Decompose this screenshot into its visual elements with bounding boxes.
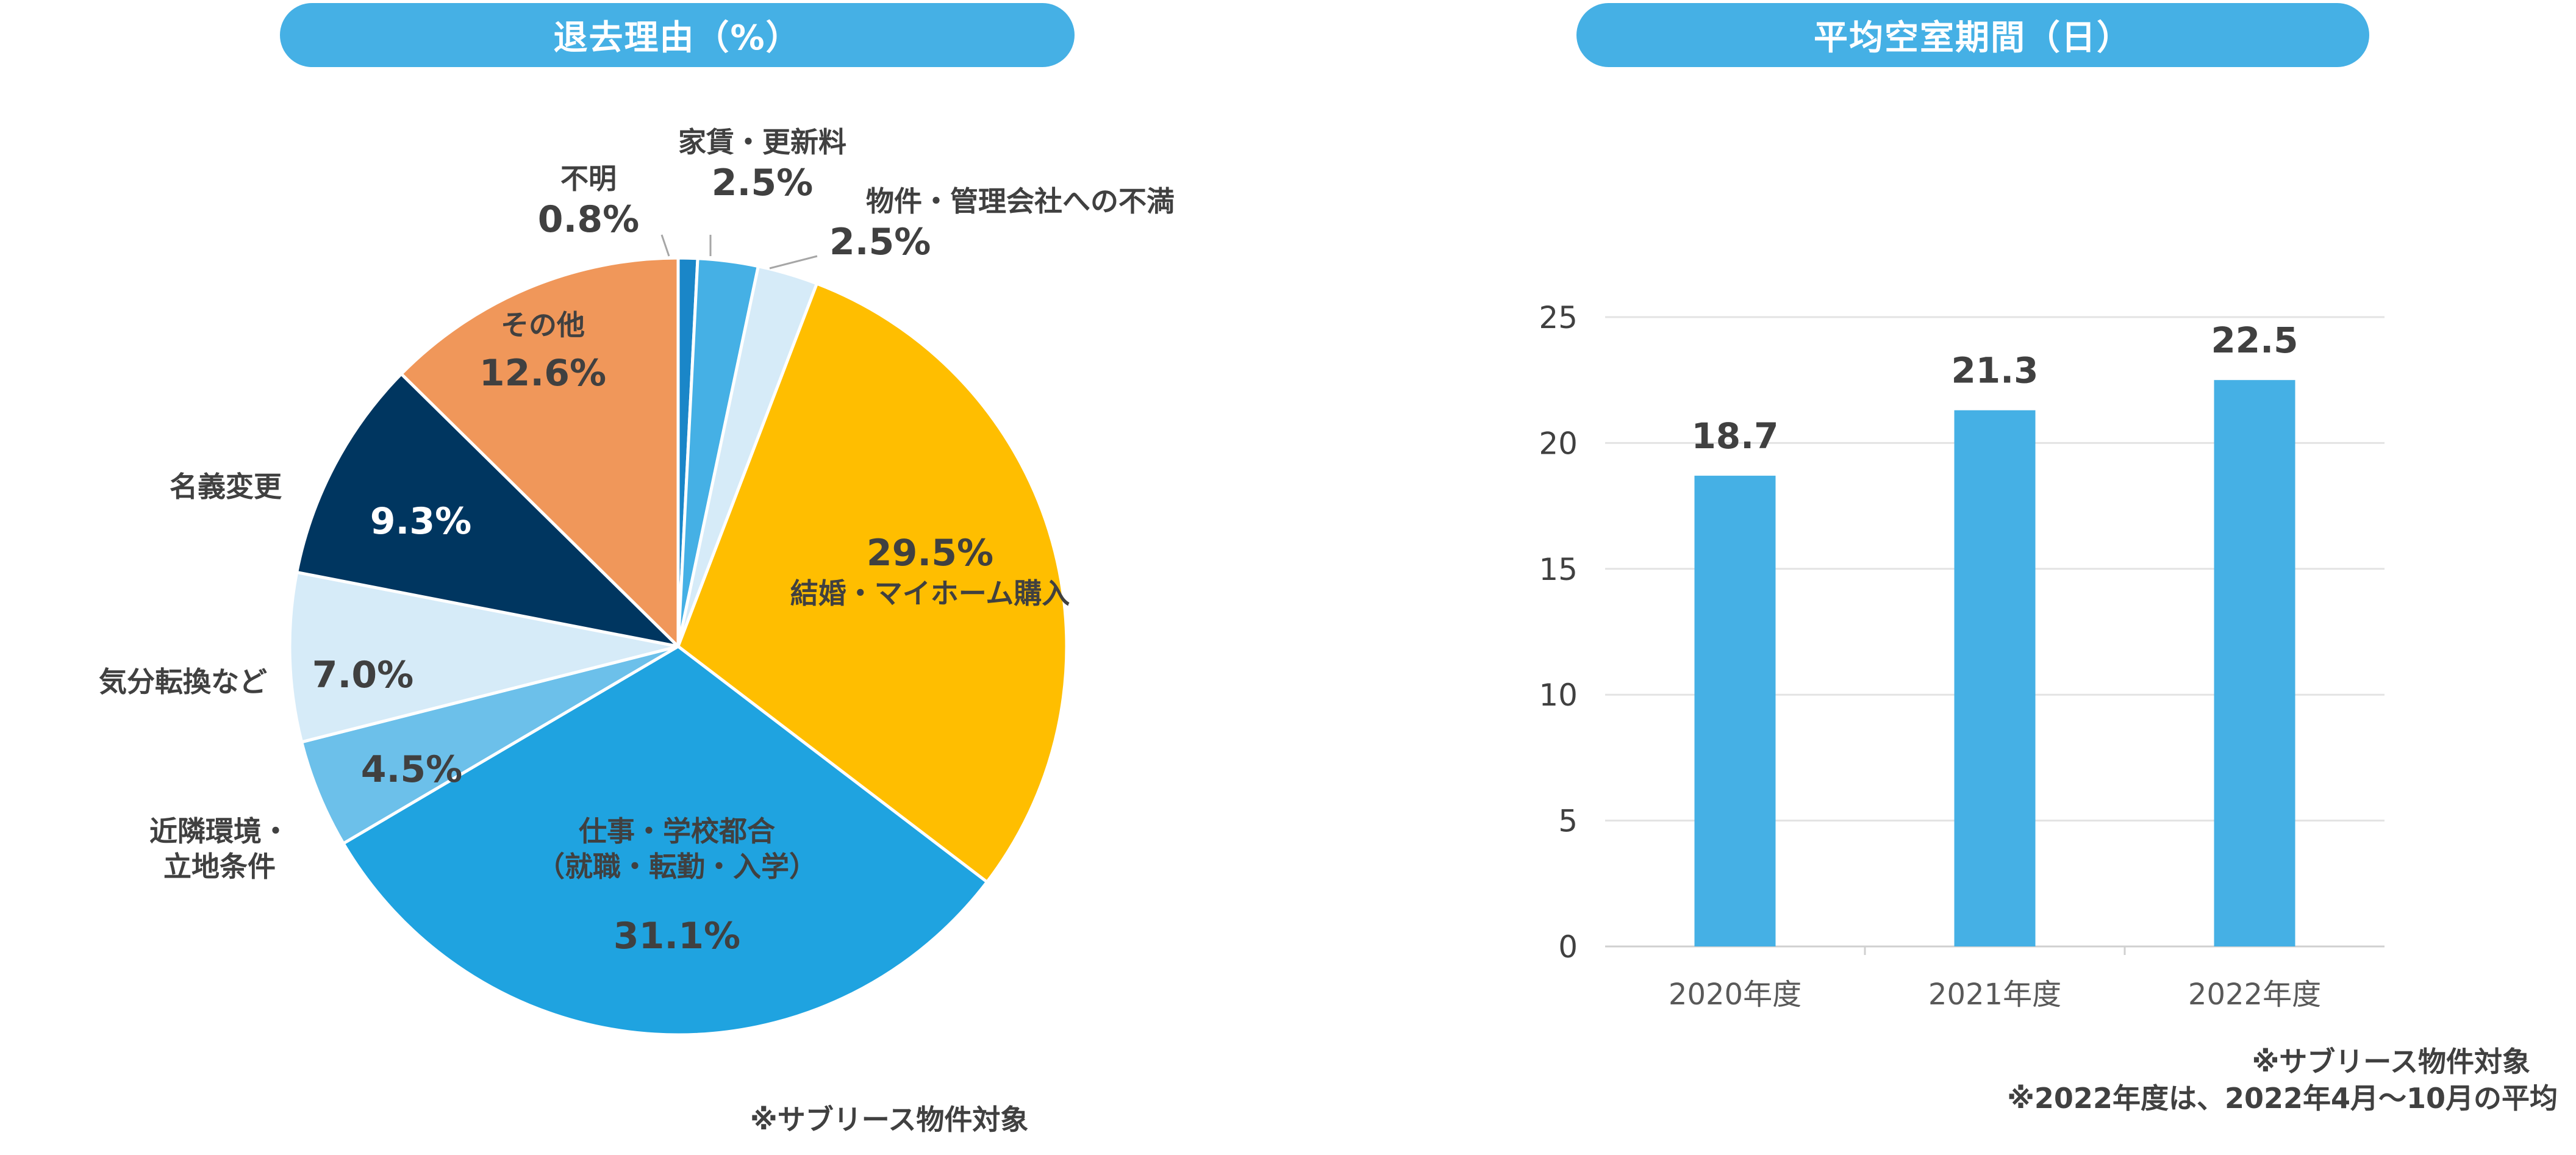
label-fee-name: 家賃・更新料 — [678, 126, 846, 159]
x-tick-2021年度: 2021年度 — [1928, 978, 2061, 1012]
bar-value-2021年度: 21.3 — [1951, 350, 2038, 392]
label-other-value: 12.6% — [479, 351, 607, 395]
pie-slice-marriage — [676, 282, 1068, 884]
bar-2022年度 — [2214, 380, 2295, 946]
label-mood-name: 気分転換など — [73, 665, 293, 700]
label-name-name: 名義変更 — [152, 470, 299, 505]
label-job-value: 31.1% — [613, 915, 741, 957]
label-env-name: 近隣環境・ 立地条件 — [128, 814, 311, 884]
y-tick-20: 20 — [1539, 426, 1578, 461]
y-tick-5: 5 — [1558, 804, 1578, 839]
label-env: 4.5% — [351, 747, 473, 793]
label-job-name-1: 仕事・学校都合 — [579, 815, 775, 848]
pie-chart-title: 退去理由（%） — [280, 3, 1075, 67]
label-mgmt: 物件・管理会社への不満 2.5% — [829, 184, 1175, 265]
pie-footnote: ※サブリース物件対象 — [750, 1103, 1029, 1136]
pie-slice-other — [399, 256, 680, 648]
label-job: 仕事・学校都合 （就職・転勤・入学） 31.1% — [524, 814, 829, 959]
label-job-name-2: （就職・転勤・入学） — [537, 849, 817, 883]
label-unknown: 不明 0.8% — [537, 162, 640, 243]
y-tick-0: 0 — [1558, 929, 1578, 965]
label-unknown-value: 0.8% — [537, 198, 640, 241]
label-fee-value: 2.5% — [711, 161, 814, 204]
label-env-name-1: 近隣環境・ — [149, 815, 290, 848]
y-tick-25: 25 — [1539, 300, 1578, 335]
label-name-text: 名義変更 — [170, 470, 282, 503]
label-other-name: その他 — [501, 309, 585, 341]
label-env-name-2: 立地条件 — [163, 849, 276, 883]
label-name-value: 9.3% — [370, 500, 472, 543]
y-tick-10: 10 — [1539, 678, 1578, 713]
label-marriage: 29.5% 結婚・マイホーム購入 — [762, 531, 1098, 612]
bar-footnote-1: ※サブリース物件対象 — [2252, 1045, 2530, 1078]
pie-slice-env — [300, 645, 680, 845]
label-fee: 家賃・更新料 2.5% — [671, 125, 854, 206]
x-tick-2022年度: 2022年度 — [2188, 978, 2321, 1012]
pie-slice-name — [295, 372, 680, 648]
bar-chart-title: 平均空室期間（日） — [1576, 3, 2369, 67]
leader-unknown — [660, 234, 670, 257]
label-mgmt-value: 2.5% — [829, 220, 931, 263]
label-env-value: 4.5% — [360, 748, 463, 791]
x-tick-2020年度: 2020年度 — [1669, 978, 1801, 1012]
pie-slice-mood — [288, 570, 680, 744]
y-tick-15: 15 — [1539, 552, 1578, 587]
bar-value-2022年度: 22.5 — [2211, 320, 2298, 361]
label-mood-value: 7.0% — [312, 654, 414, 696]
leader-mgmt — [769, 255, 818, 270]
label-name: 9.3% — [360, 499, 482, 545]
label-marriage-name: 結婚・マイホーム購入 — [790, 577, 1070, 610]
label-other: その他 12.6% — [473, 308, 613, 396]
pie-slice-job — [342, 645, 989, 1037]
label-marriage-value: 29.5% — [866, 532, 994, 574]
pie-chart — [288, 234, 1068, 1037]
label-mgmt-name: 物件・管理会社への不満 — [866, 185, 1175, 218]
bar-2020年度 — [1694, 476, 1776, 946]
bar-footnote-2: ※2022年度は、2022年4月～10月の平均 — [2007, 1082, 2558, 1115]
bar-value-2020年度: 18.7 — [1691, 415, 1778, 457]
label-unknown-name: 不明 — [560, 162, 617, 195]
label-mood: 7.0% — [302, 653, 424, 698]
bar-2021年度 — [1954, 410, 2036, 946]
label-mood-name-text: 気分転換など — [99, 665, 267, 698]
